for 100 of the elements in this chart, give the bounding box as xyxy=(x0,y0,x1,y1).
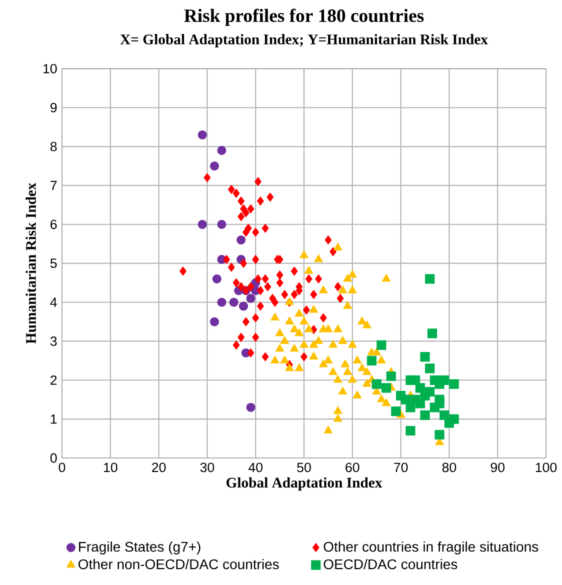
point xyxy=(238,212,245,222)
y-tick-label: 0 xyxy=(50,453,57,463)
legend-label: Fragile States (g7+) xyxy=(79,541,200,555)
y-tick-label: 4 xyxy=(50,298,57,307)
chart-title: Risk profiles for 180 countries xyxy=(184,8,424,26)
point xyxy=(217,298,226,307)
point xyxy=(256,286,264,296)
legend-label: Other countries in fragile situations xyxy=(324,541,538,555)
point xyxy=(440,375,450,385)
legend-label: OECD/DAC countries xyxy=(324,558,458,570)
point xyxy=(415,398,425,408)
point xyxy=(386,371,396,382)
point xyxy=(256,302,264,311)
point xyxy=(336,294,344,303)
y-tick-label: 8 xyxy=(50,142,57,152)
point xyxy=(366,356,377,366)
point xyxy=(434,430,444,440)
x-tick-label: 30 xyxy=(200,462,214,472)
point xyxy=(198,130,207,140)
y-tick-label: 10 xyxy=(43,64,57,74)
x-tick-label: 50 xyxy=(297,462,311,472)
point xyxy=(238,282,245,292)
point xyxy=(372,379,382,389)
point xyxy=(252,332,260,342)
point xyxy=(376,340,386,350)
point xyxy=(180,266,186,276)
point xyxy=(212,274,222,284)
point xyxy=(420,410,430,420)
point xyxy=(228,184,235,194)
point xyxy=(425,274,435,284)
point xyxy=(232,278,240,288)
point xyxy=(449,414,459,424)
point xyxy=(247,348,254,358)
point xyxy=(247,204,254,214)
x-tick-label: 100 xyxy=(536,462,557,472)
point xyxy=(300,352,308,362)
point xyxy=(198,220,207,229)
point xyxy=(210,161,219,171)
point xyxy=(427,328,438,338)
point xyxy=(315,274,322,284)
chart-subtitle: X= Global Adaptation Index; Y=Humanitarian Risk Index xyxy=(120,34,488,48)
point xyxy=(302,306,310,315)
y-tick-label: 6 xyxy=(50,220,57,230)
point xyxy=(320,313,327,322)
x-tick-label: 90 xyxy=(490,462,504,472)
y-tick-label: 2 xyxy=(50,375,57,385)
point xyxy=(242,317,250,326)
point xyxy=(246,294,256,303)
point xyxy=(310,290,318,300)
point xyxy=(242,228,250,237)
point xyxy=(290,290,298,300)
point xyxy=(254,177,262,186)
point xyxy=(276,270,284,280)
point xyxy=(238,332,245,342)
point xyxy=(305,274,312,284)
point xyxy=(247,282,254,292)
point xyxy=(415,383,425,393)
x-tick-label: 0 xyxy=(58,462,66,472)
point xyxy=(256,196,264,206)
point xyxy=(406,402,416,412)
point xyxy=(232,188,240,198)
point xyxy=(236,235,246,245)
point xyxy=(420,352,430,362)
point xyxy=(238,196,245,206)
point xyxy=(204,173,211,182)
x-axis-title: Global Adaptation Index xyxy=(226,477,382,491)
y-tick-label: 9 xyxy=(50,102,57,112)
y-tick-label: 7 xyxy=(50,180,57,190)
y-tick-label: 1 xyxy=(50,414,57,424)
point xyxy=(242,208,250,218)
x-tick-label: 20 xyxy=(152,462,166,472)
point xyxy=(449,379,459,389)
point xyxy=(210,317,219,326)
point xyxy=(262,352,269,362)
x-tick-label: 80 xyxy=(442,462,456,472)
legend-label: Other non-OECD/DAC countries xyxy=(78,558,279,570)
point xyxy=(252,313,260,322)
point xyxy=(238,302,248,311)
point xyxy=(406,426,416,436)
point xyxy=(229,298,238,307)
point xyxy=(252,228,260,237)
point xyxy=(434,394,444,404)
point xyxy=(223,254,230,264)
point xyxy=(400,394,410,404)
point xyxy=(228,262,235,272)
point xyxy=(252,254,260,264)
point xyxy=(281,290,288,300)
point xyxy=(330,247,337,256)
x-tick-label: 10 xyxy=(104,462,118,472)
point xyxy=(271,298,278,307)
point xyxy=(232,340,240,350)
point xyxy=(324,235,332,245)
point xyxy=(290,266,298,276)
y-axis-title: Humanitarian Risk Index xyxy=(26,182,36,344)
point xyxy=(217,146,226,155)
point xyxy=(262,224,269,233)
point xyxy=(334,282,342,292)
x-tick-label: 70 xyxy=(394,462,408,472)
point xyxy=(276,278,284,288)
point xyxy=(240,258,247,268)
